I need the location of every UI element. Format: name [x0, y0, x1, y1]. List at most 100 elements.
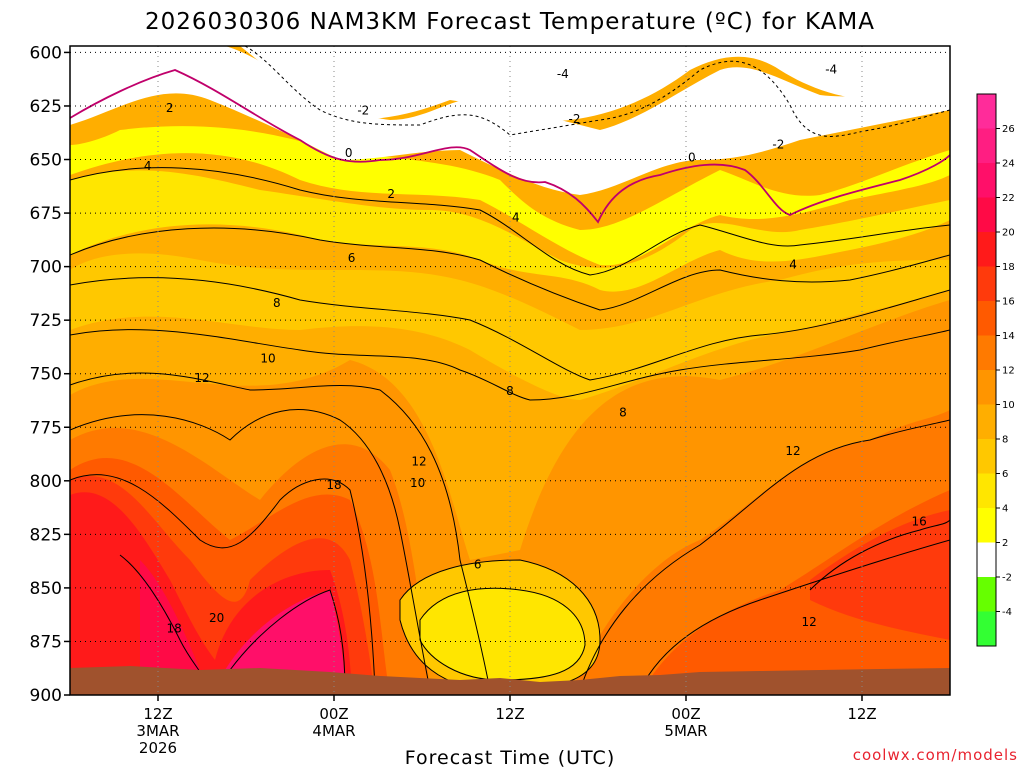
contour-line	[70, 277, 950, 381]
colorbar-tick-label: 12	[1002, 366, 1015, 377]
colorbar-tick-label: 24	[1002, 159, 1015, 170]
contour-label: 12	[802, 615, 817, 629]
contour-label: -4	[557, 67, 569, 81]
contour-line	[70, 372, 491, 691]
colorbar-swatch	[977, 335, 996, 371]
y-tick-label: 800	[30, 472, 62, 492]
minus-two-isotherm-line	[244, 46, 950, 137]
x-tick-label: 5MAR	[664, 722, 707, 740]
colorbar-tick-label: 4	[1002, 504, 1008, 515]
x-tick-label: 00Z	[319, 705, 348, 723]
contour-label: -4	[825, 63, 837, 77]
contour-label: 20	[209, 611, 224, 625]
contour-line	[419, 587, 586, 681]
x-tick-label: 00Z	[671, 705, 700, 723]
colorbar-swatch	[977, 508, 996, 543]
contour-line	[70, 409, 431, 691]
colorbar-swatch	[977, 404, 996, 440]
contour-line	[639, 539, 950, 691]
contour-line	[229, 589, 346, 691]
colorbar-tick-label: 16	[1002, 297, 1015, 308]
contour-label: 4	[144, 159, 152, 173]
colorbar-tick-label: 26	[1002, 124, 1015, 135]
contour-label: 2	[387, 187, 395, 201]
colorbar-tick-label: -4	[1002, 607, 1012, 618]
colorbar-swatch	[977, 577, 996, 612]
y-tick-label: 775	[30, 418, 62, 438]
contour-label: 4	[512, 210, 520, 224]
colorbar-swatch	[977, 370, 996, 405]
contour-label: 2	[166, 101, 174, 115]
contour-line	[70, 329, 950, 401]
colorbar-tick-label: 14	[1002, 331, 1015, 342]
colorbar-tick-label: 10	[1002, 400, 1015, 411]
y-tick-label: 900	[30, 686, 62, 706]
y-tick-label: 750	[30, 365, 62, 385]
contour-label: 6	[348, 251, 356, 265]
chart-title: 2026030306 NAM3KM Forecast Temperature (…	[145, 9, 875, 35]
colorbar-tick-label: 2	[1002, 538, 1008, 549]
contour-label: 10	[410, 476, 425, 490]
band-fill	[240, 46, 950, 121]
contour-label: 0	[688, 150, 696, 164]
band-fill	[420, 588, 585, 680]
colorbar-swatch	[977, 163, 996, 198]
y-tick-label: 675	[30, 204, 62, 224]
y-tick-label: 650	[30, 151, 62, 171]
colorbar-swatch	[977, 232, 996, 267]
x-tick-label: 12Z	[495, 705, 524, 723]
contour-label: 8	[619, 405, 627, 419]
contour-label: 18	[326, 478, 341, 492]
y-tick-label: 875	[30, 632, 62, 652]
zero-isotherm-line	[70, 69, 950, 224]
contour-line	[579, 419, 950, 691]
contour-line	[70, 227, 950, 311]
colorbar-swatch	[977, 266, 996, 302]
contour-label: 18	[166, 622, 181, 636]
band-fill	[70, 126, 950, 266]
x-axis-title: Forecast Time (UTC)	[405, 747, 615, 768]
colorbar-swatch	[977, 473, 996, 509]
colorbar-tick-label: -2	[1002, 573, 1012, 584]
contour-label: 8	[273, 296, 281, 310]
x-tick-label: 12Z	[847, 705, 876, 723]
contour-label: -2	[772, 138, 784, 152]
colorbar-swatch	[977, 197, 996, 233]
colorbar-swatch	[977, 611, 996, 647]
colorbar-tick-label: 8	[1002, 435, 1008, 446]
contour-line	[70, 167, 950, 276]
isotherm-lines	[70, 167, 950, 691]
contour-label: 12	[785, 444, 800, 458]
y-tick-label: 700	[30, 258, 62, 278]
contour-labels: -4 -4 -2 -2 -2 0 0 2 2 4 4 4 6 8 8 8 10 10 12 12 12 12 16 18 18 2…	[144, 63, 927, 636]
colorbar-swatch	[977, 542, 996, 578]
contour-label: 6	[474, 557, 482, 571]
colorbar-swatch	[977, 128, 996, 164]
colorbar-swatch	[977, 301, 996, 336]
contour-line	[399, 559, 601, 691]
contour-label: 12	[194, 371, 209, 385]
band-fill	[810, 510, 950, 640]
colorbar-tick-label: 18	[1002, 262, 1015, 273]
contour-label: 8	[506, 384, 514, 398]
band-fill	[225, 590, 345, 690]
y-tick-label: 850	[30, 579, 62, 599]
x-tick-label: 12Z	[143, 705, 172, 723]
contour-line	[809, 519, 950, 591]
contour-label: 10	[260, 352, 275, 366]
colorbar-tick-label: 20	[1002, 228, 1015, 239]
credit-text: coolwx.com/models	[853, 746, 1018, 764]
y-axis: 600 625 650 675 700 725 750 775 800 825 850 875 900	[30, 43, 70, 706]
x-tick-label: 3MAR	[136, 722, 179, 740]
x-tick-label: 4MAR	[312, 722, 355, 740]
contour-label: 12	[411, 455, 426, 469]
y-tick-label: 825	[30, 525, 62, 545]
contour-label: -2	[569, 112, 581, 126]
contour-label: 0	[345, 146, 353, 160]
colorbar-tick-label: 6	[1002, 469, 1008, 480]
terrain	[70, 666, 950, 695]
colorbar-tick-label: 22	[1002, 193, 1015, 204]
y-tick-label: 600	[30, 43, 62, 63]
